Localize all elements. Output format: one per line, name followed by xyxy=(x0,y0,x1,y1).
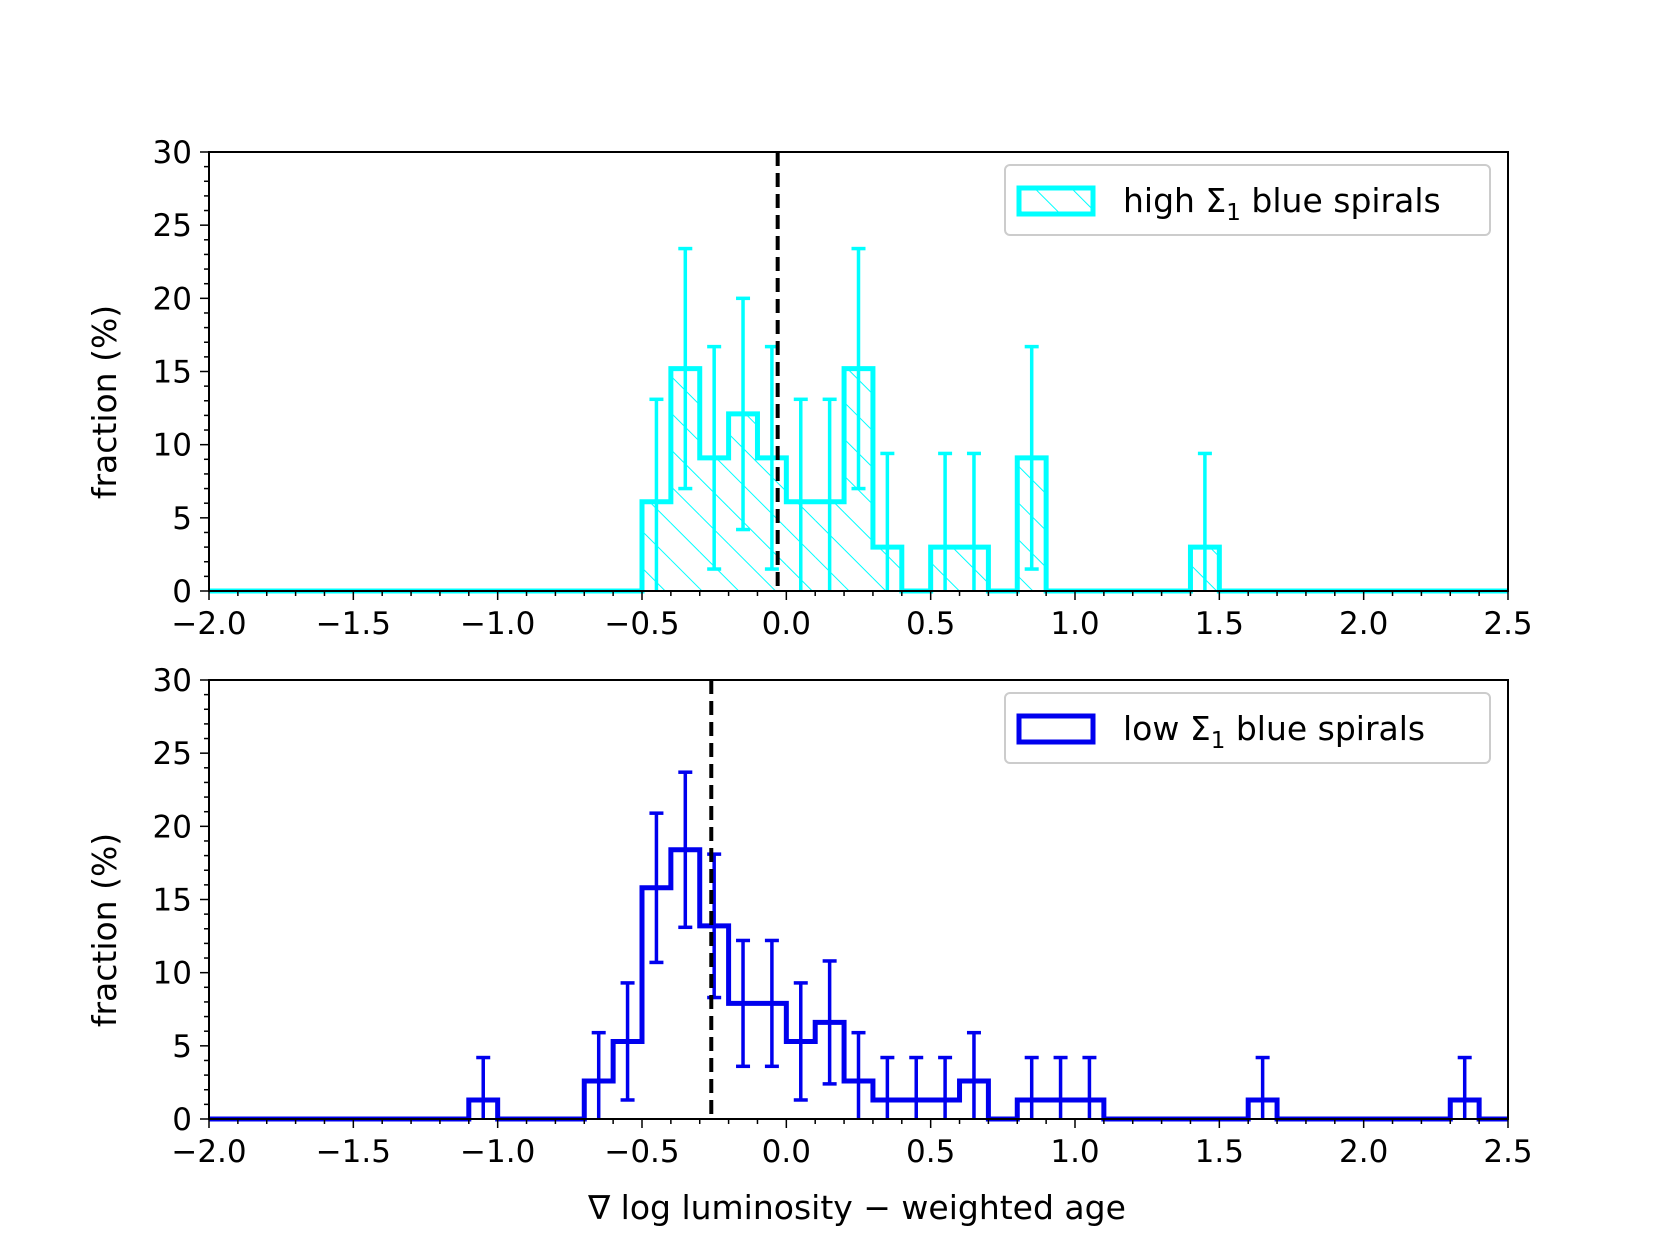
bottom-y-tick-label: 10 xyxy=(153,956,192,992)
top-x-tick-label: 2.0 xyxy=(1339,606,1388,642)
bottom-y-tick-label: 5 xyxy=(172,1029,192,1065)
bottom-y-tick-label: 30 xyxy=(153,663,192,699)
top-ylabel: fraction (%) xyxy=(85,305,124,499)
top-x-tick-label: 0.0 xyxy=(762,606,811,642)
top-legend-swatch xyxy=(1016,185,1096,217)
top-x-tick-label: 2.5 xyxy=(1483,606,1532,642)
bottom-legend-label: low Σ1 blue spirals xyxy=(1123,709,1425,754)
bottom-x-tick-label: −2.0 xyxy=(171,1134,246,1170)
bottom-y-tick-label: 15 xyxy=(153,883,192,919)
bottom-legend-box xyxy=(1004,692,1491,764)
bottom-y-tick-label: 20 xyxy=(153,809,192,845)
bottom-legend: low Σ1 blue spirals xyxy=(1004,692,1491,764)
top-y-tick-label: 30 xyxy=(153,135,192,171)
bottom-x-tick-label: 1.5 xyxy=(1195,1134,1244,1170)
top-x-tick-label: 0.5 xyxy=(906,606,955,642)
top-x-tick-label: −0.5 xyxy=(604,606,679,642)
top-x-tick-label: −2.0 xyxy=(171,606,246,642)
top-y-tick-label: 5 xyxy=(172,501,192,537)
bottom-xlabel: ∇ log luminosity − weighted age xyxy=(587,1188,1126,1227)
top-x-tick-label: −1.0 xyxy=(460,606,535,642)
top-y-tick-label: 0 xyxy=(172,574,192,610)
bottom-x-tick-label: −1.0 xyxy=(460,1134,535,1170)
bottom-ylabel: fraction (%) xyxy=(85,833,124,1027)
bottom-y-tick-label: 0 xyxy=(172,1102,192,1138)
top-y-tick-label: 20 xyxy=(153,281,192,317)
top-x-tick-label: 1.5 xyxy=(1195,606,1244,642)
top-y-tick-label: 10 xyxy=(153,428,192,464)
top-legend: high Σ1 blue spirals xyxy=(1004,164,1491,236)
bottom-legend-swatch xyxy=(1016,713,1096,745)
bottom-x-tick-label: 0.0 xyxy=(762,1134,811,1170)
bottom-x-tick-label: −1.5 xyxy=(316,1134,391,1170)
top-histogram-panel: fraction (%) −2.0 −1.5 −1.0 −0.5 0.0 0.5 1.0 1.… xyxy=(85,135,1533,642)
top-x-tick-label: 1.0 xyxy=(1050,606,1099,642)
bottom-y-tick-label: 25 xyxy=(153,736,192,772)
bottom-x-tick-label: −0.5 xyxy=(604,1134,679,1170)
bottom-x-tick-label: 2.5 xyxy=(1483,1134,1532,1170)
top-histogram-outline xyxy=(209,366,1508,594)
bottom-x-tick-label: 0.5 xyxy=(906,1134,955,1170)
bottom-histogram-panel: fraction (%) ∇ log luminosity − weighted… xyxy=(85,663,1533,1227)
top-legend-label: high Σ1 blue spirals xyxy=(1123,181,1441,226)
top-y-tick-label: 15 xyxy=(153,355,192,391)
bottom-histogram-outline xyxy=(209,847,1508,1122)
top-y-tick-label: 25 xyxy=(153,208,192,244)
bottom-x-tick-label: 1.0 xyxy=(1050,1134,1099,1170)
bottom-x-tick-label: 2.0 xyxy=(1339,1134,1388,1170)
top-legend-box xyxy=(1004,164,1491,236)
top-x-tick-label: −1.5 xyxy=(316,606,391,642)
